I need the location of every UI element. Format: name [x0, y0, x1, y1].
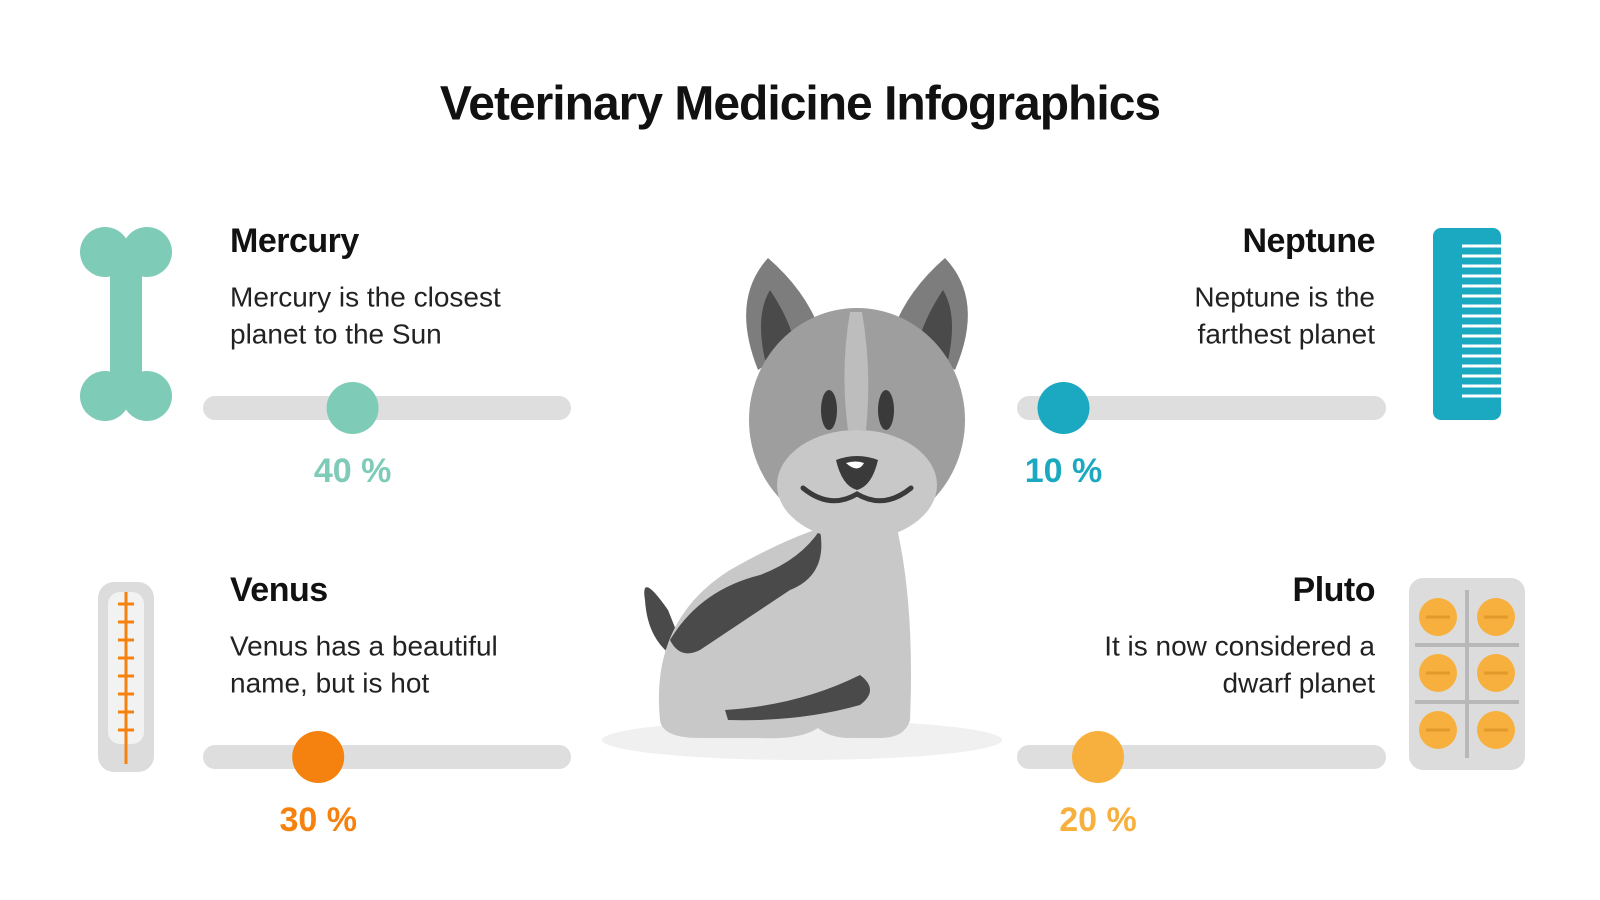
- title: Veterinary Medicine Infographics: [440, 78, 1160, 131]
- item-description: name, but is hot: [230, 667, 429, 698]
- item-description: Mercury is the closest: [230, 281, 501, 312]
- item-description: dwarf planet: [1222, 667, 1375, 698]
- slider-knob: [326, 382, 379, 434]
- pill-pack-icon: [1409, 578, 1525, 770]
- slider-knob: [1037, 382, 1090, 434]
- value-label: 20 %: [1059, 801, 1137, 839]
- comb-icon: [1433, 228, 1501, 420]
- value-label: 10 %: [1025, 452, 1103, 490]
- thermometer-icon: [98, 582, 154, 772]
- value-label: 40 %: [314, 452, 392, 490]
- item-name: Pluto: [1293, 571, 1375, 609]
- item-name: Neptune: [1243, 222, 1376, 260]
- item-name: Venus: [230, 571, 328, 609]
- item-description: Neptune is the: [1194, 281, 1375, 312]
- item-description: farthest planet: [1198, 318, 1376, 349]
- item-name: Mercury: [230, 222, 359, 260]
- dog-illustration: [602, 258, 1002, 760]
- item-description: It is now considered a: [1104, 630, 1375, 661]
- item-description: Venus has a beautiful: [230, 630, 498, 661]
- slider-knob: [292, 731, 345, 783]
- bone-icon: [80, 227, 172, 421]
- slider-knob: [1072, 731, 1124, 783]
- item-description: planet to the Sun: [230, 318, 442, 349]
- value-label: 30 %: [279, 801, 357, 839]
